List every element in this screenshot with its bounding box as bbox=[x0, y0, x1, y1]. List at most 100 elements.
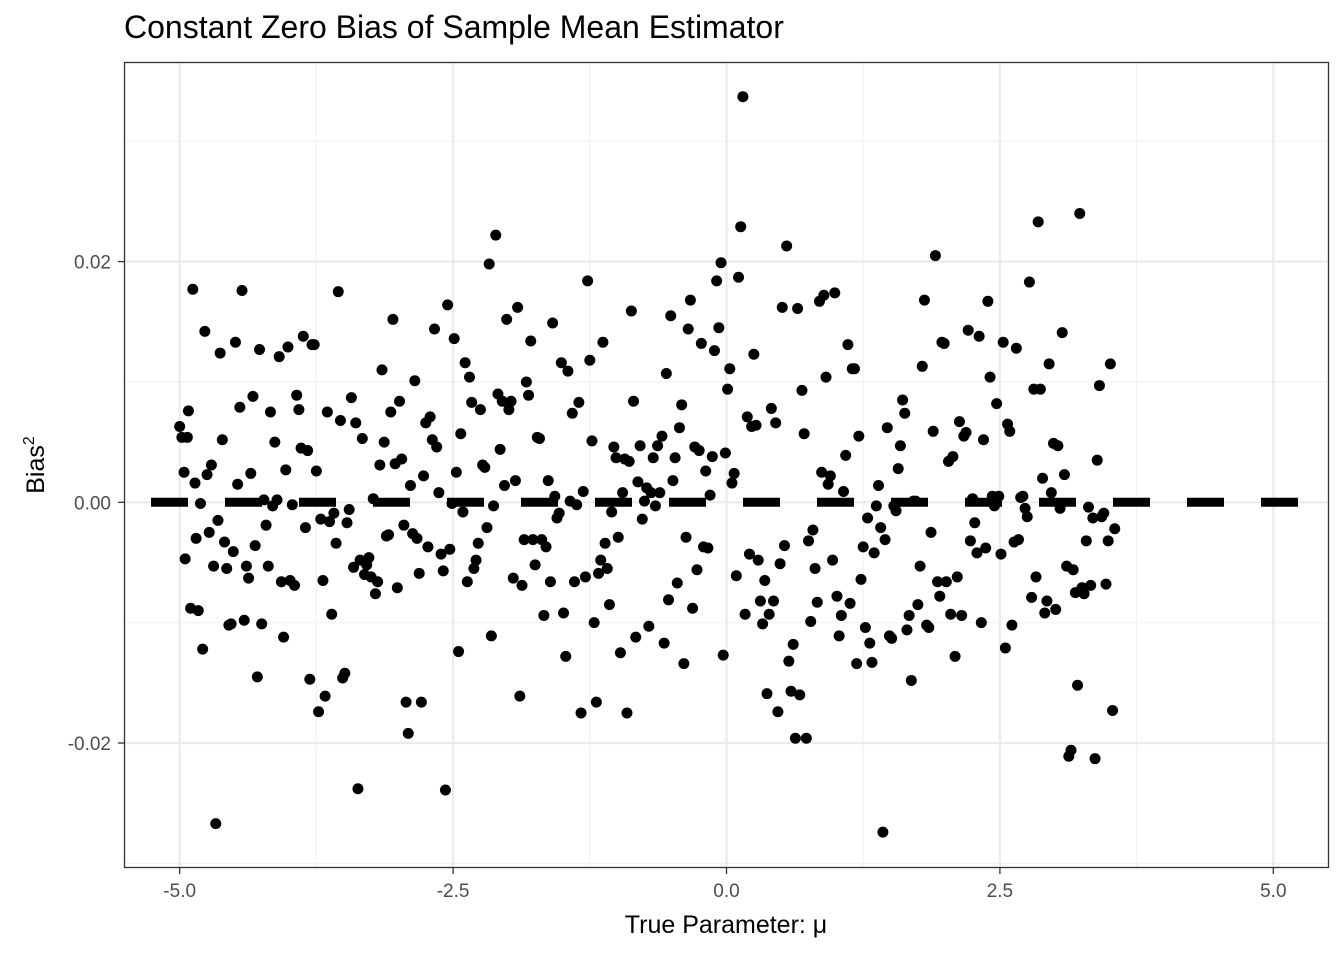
data-point bbox=[785, 685, 797, 697]
data-point bbox=[1026, 591, 1038, 603]
data-point bbox=[748, 348, 760, 360]
data-point bbox=[1021, 511, 1033, 523]
data-point bbox=[914, 560, 926, 572]
data-point bbox=[293, 404, 305, 416]
data-point bbox=[805, 615, 817, 627]
data-point bbox=[483, 258, 495, 270]
data-point bbox=[374, 459, 386, 471]
data-point bbox=[925, 526, 937, 538]
data-point bbox=[313, 706, 325, 718]
data-point bbox=[472, 537, 484, 549]
data-point bbox=[507, 572, 519, 584]
data-point bbox=[634, 440, 646, 452]
data-point bbox=[997, 336, 1009, 348]
data-point bbox=[350, 417, 362, 429]
y-axis-title: Bias2 bbox=[21, 436, 50, 494]
data-point bbox=[319, 690, 331, 702]
data-point bbox=[254, 343, 266, 355]
data-point bbox=[402, 727, 414, 739]
data-point bbox=[818, 289, 830, 301]
data-point bbox=[601, 563, 613, 575]
data-point bbox=[240, 560, 252, 572]
data-point bbox=[457, 506, 469, 518]
data-point bbox=[820, 371, 832, 383]
data-point bbox=[905, 674, 917, 686]
data-point bbox=[214, 347, 226, 359]
data-point bbox=[317, 575, 329, 587]
data-point bbox=[838, 485, 850, 497]
data-point bbox=[676, 399, 688, 411]
data-point bbox=[577, 485, 589, 497]
data-point bbox=[829, 287, 841, 299]
data-point bbox=[881, 422, 893, 434]
data-point bbox=[481, 522, 493, 534]
x-axis-title: True Parameter: μ bbox=[625, 911, 827, 939]
data-point bbox=[345, 392, 357, 404]
data-point bbox=[827, 554, 839, 566]
data-point bbox=[667, 475, 679, 487]
data-point bbox=[280, 464, 292, 476]
data-point bbox=[1107, 705, 1119, 717]
data-point bbox=[671, 577, 683, 589]
data-point bbox=[636, 513, 648, 525]
data-point bbox=[178, 466, 190, 478]
data-point bbox=[669, 452, 681, 464]
data-point bbox=[439, 784, 451, 796]
data-point bbox=[632, 476, 644, 488]
data-point bbox=[221, 563, 233, 575]
y-tick-label: -0.02 bbox=[68, 734, 111, 755]
data-point bbox=[418, 470, 430, 482]
data-point bbox=[391, 582, 403, 594]
data-point bbox=[260, 519, 272, 531]
data-point bbox=[853, 430, 865, 442]
data-point bbox=[654, 487, 666, 499]
data-point bbox=[717, 649, 729, 661]
data-point bbox=[199, 325, 211, 337]
data-point bbox=[840, 449, 852, 461]
data-point bbox=[708, 345, 720, 357]
data-point bbox=[960, 427, 972, 439]
data-point bbox=[509, 475, 521, 487]
data-point bbox=[575, 707, 587, 719]
data-point bbox=[612, 531, 624, 543]
data-point bbox=[809, 563, 821, 575]
data-point bbox=[1093, 380, 1105, 392]
data-point bbox=[590, 696, 602, 708]
data-point bbox=[1100, 578, 1112, 590]
data-point bbox=[956, 609, 968, 621]
data-point bbox=[1098, 507, 1110, 519]
data-point bbox=[610, 452, 622, 464]
data-point bbox=[899, 407, 911, 419]
data-point bbox=[1023, 276, 1035, 288]
data-point bbox=[665, 310, 677, 322]
data-point bbox=[201, 469, 213, 481]
data-point bbox=[1030, 571, 1042, 583]
data-point bbox=[967, 493, 979, 505]
data-point bbox=[1034, 383, 1046, 395]
data-point bbox=[496, 395, 508, 407]
data-point bbox=[498, 479, 510, 491]
data-point bbox=[682, 323, 694, 335]
data-point bbox=[800, 732, 812, 744]
data-point bbox=[774, 558, 786, 570]
data-point bbox=[862, 512, 874, 524]
data-point bbox=[680, 531, 692, 543]
data-point bbox=[205, 459, 217, 471]
data-point bbox=[761, 688, 773, 700]
data-point bbox=[1004, 425, 1016, 437]
data-point bbox=[783, 655, 795, 667]
data-point bbox=[984, 371, 996, 383]
data-point bbox=[855, 573, 867, 585]
data-point bbox=[560, 650, 572, 662]
data-point bbox=[422, 541, 434, 553]
data-point bbox=[975, 617, 987, 629]
data-point bbox=[383, 529, 395, 541]
data-point bbox=[1104, 358, 1116, 370]
data-point bbox=[645, 487, 657, 499]
data-point bbox=[704, 489, 716, 501]
data-point bbox=[993, 490, 1005, 502]
data-point bbox=[763, 608, 775, 620]
data-point bbox=[562, 365, 574, 377]
data-point bbox=[192, 605, 204, 617]
